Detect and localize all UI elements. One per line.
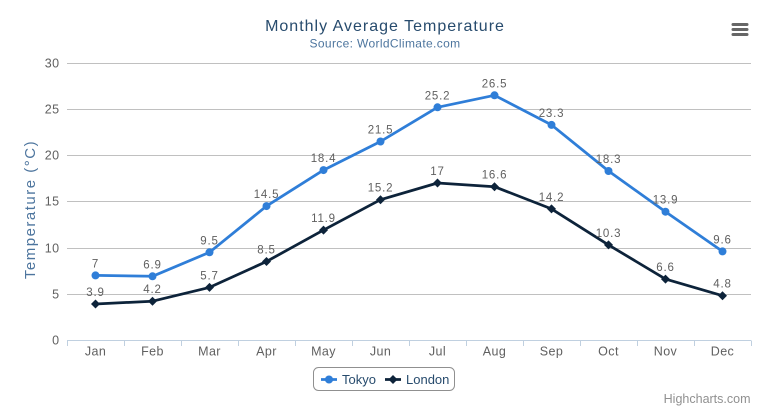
svg-text:10: 10 xyxy=(45,242,60,256)
svg-text:20: 20 xyxy=(45,149,60,163)
svg-text:13.9: 13.9 xyxy=(653,195,679,207)
svg-text:14.5: 14.5 xyxy=(254,189,280,201)
svg-text:Mar: Mar xyxy=(198,345,221,359)
svg-text:14.2: 14.2 xyxy=(539,192,565,204)
svg-text:30: 30 xyxy=(45,57,60,71)
svg-text:9.6: 9.6 xyxy=(713,234,731,246)
svg-text:15.2: 15.2 xyxy=(368,183,394,195)
svg-text:25.2: 25.2 xyxy=(425,90,451,102)
svg-text:11.9: 11.9 xyxy=(311,213,336,225)
svg-text:25: 25 xyxy=(45,103,60,117)
svg-text:17: 17 xyxy=(430,166,444,178)
svg-text:Oct: Oct xyxy=(598,345,619,359)
svg-text:May: May xyxy=(311,345,336,359)
svg-text:23.3: 23.3 xyxy=(539,108,565,120)
svg-text:9.5: 9.5 xyxy=(200,235,218,247)
svg-text:Feb: Feb xyxy=(141,345,164,359)
svg-text:Aug: Aug xyxy=(483,345,506,359)
svg-text:Apr: Apr xyxy=(256,345,277,359)
svg-text:Sep: Sep xyxy=(540,345,563,359)
svg-text:Dec: Dec xyxy=(711,345,734,359)
svg-text:21.5: 21.5 xyxy=(368,125,394,137)
svg-text:Monthly Average Temperature: Monthly Average Temperature xyxy=(265,18,505,35)
svg-text:26.5: 26.5 xyxy=(482,78,508,90)
svg-text:Jul: Jul xyxy=(429,345,446,359)
svg-text:15: 15 xyxy=(45,195,60,209)
svg-text:5.7: 5.7 xyxy=(200,270,218,282)
svg-text:0: 0 xyxy=(52,334,59,348)
svg-text:4.2: 4.2 xyxy=(143,284,161,296)
svg-text:Highcharts.com: Highcharts.com xyxy=(664,392,751,406)
svg-text:16.6: 16.6 xyxy=(482,170,508,182)
svg-text:18.3: 18.3 xyxy=(596,154,622,166)
svg-text:Temperature (°C): Temperature (°C) xyxy=(22,140,39,279)
svg-text:Jun: Jun xyxy=(370,345,391,359)
svg-text:3.9: 3.9 xyxy=(86,287,104,299)
svg-text:Source: WorldClimate.com: Source: WorldClimate.com xyxy=(310,36,461,50)
svg-text:6.9: 6.9 xyxy=(143,259,161,271)
svg-text:7: 7 xyxy=(92,258,99,270)
svg-text:6.6: 6.6 xyxy=(656,262,674,274)
svg-text:5: 5 xyxy=(52,288,59,302)
svg-text:Nov: Nov xyxy=(654,345,678,359)
svg-text:Jan: Jan xyxy=(85,345,106,359)
svg-text:10.3: 10.3 xyxy=(596,228,622,240)
svg-text:8.5: 8.5 xyxy=(257,245,275,257)
svg-text:London: London xyxy=(406,372,449,387)
svg-text:Tokyo: Tokyo xyxy=(342,372,376,387)
svg-text:18.4: 18.4 xyxy=(311,153,337,165)
svg-text:4.8: 4.8 xyxy=(713,279,731,291)
